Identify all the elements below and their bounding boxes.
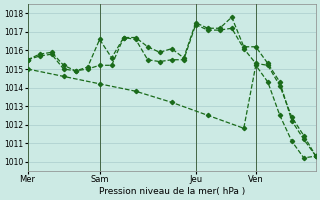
- X-axis label: Pression niveau de la mer( hPa ): Pression niveau de la mer( hPa ): [99, 187, 245, 196]
